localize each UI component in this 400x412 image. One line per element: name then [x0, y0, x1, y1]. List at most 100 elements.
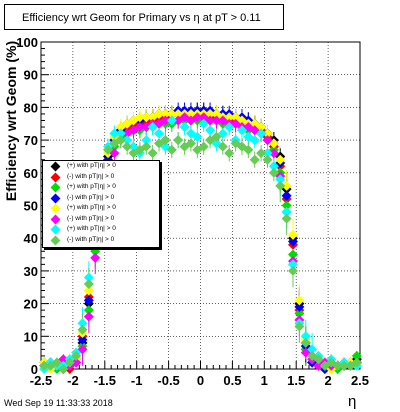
data-point [281, 207, 292, 218]
data-point [77, 318, 88, 329]
data-point [77, 334, 88, 345]
data-point [141, 135, 152, 146]
y-tick-label: 70 [24, 133, 38, 148]
data-point [268, 148, 279, 159]
data-point [39, 360, 50, 371]
data-point [275, 174, 286, 185]
x-tick-label: 2.5 [351, 373, 369, 388]
data-point [83, 285, 94, 296]
data-point [64, 357, 75, 368]
data-point [217, 141, 228, 152]
x-tick-label: 2 [324, 373, 331, 388]
data-point [122, 118, 133, 129]
data-point [300, 337, 311, 348]
x-tick-label: -2.5 [30, 373, 52, 388]
legend-marker [50, 161, 61, 172]
data-point [173, 135, 184, 146]
data-point [249, 135, 260, 146]
x-tick-label: -0.5 [157, 373, 179, 388]
x-tick-label: -2 [67, 373, 79, 388]
y-axis-label: Efficiency wrt Geom (%) [3, 40, 19, 202]
data-point [83, 311, 94, 322]
datestamp: Wed Sep 19 11:33:33 2018 [4, 398, 113, 408]
legend-label: (+) with pT|η| > 0 [67, 225, 116, 232]
data-point [90, 246, 101, 257]
data-point [307, 344, 318, 355]
data-point [268, 161, 279, 172]
data-point [122, 141, 133, 152]
data-point [51, 357, 62, 368]
x-tick-label: 1.5 [287, 373, 305, 388]
data-point [122, 128, 133, 139]
data-point [160, 108, 171, 119]
data-point [281, 213, 292, 224]
data-point [281, 190, 292, 201]
data-point [294, 321, 305, 332]
y-tick-label: 60 [24, 166, 38, 181]
data-point [294, 295, 305, 306]
data-point [115, 128, 126, 139]
x-tick-label: 1 [261, 373, 268, 388]
data-point [351, 350, 362, 361]
data-point [224, 122, 235, 133]
data-point [281, 200, 292, 211]
data-point [249, 154, 260, 165]
data-point [198, 118, 209, 129]
data-point [262, 148, 273, 159]
legend-marker [50, 172, 61, 182]
y-tick-label: 50 [24, 199, 38, 214]
data-point [256, 128, 267, 139]
x-tick-label: 0.5 [223, 373, 241, 388]
data-point [351, 357, 362, 368]
y-tick-label: 80 [24, 100, 38, 115]
data-point [160, 135, 171, 146]
data-point [83, 272, 94, 283]
data-point [147, 148, 158, 159]
data-point [288, 249, 299, 260]
legend-item: (+) with pT|η| > 0 [43, 203, 159, 214]
legend-label: (-) with pT|η| > 0 [67, 235, 115, 243]
data-point [192, 112, 203, 123]
data-point [243, 144, 254, 155]
x-axis-label: η [348, 393, 357, 410]
y-tick-label: 20 [24, 297, 38, 312]
chart-title: Efficiency wrt Geom for Primary vs η at … [4, 4, 284, 30]
data-point [122, 135, 133, 146]
data-point [147, 122, 158, 133]
data-point [179, 122, 190, 133]
legend-item: (+) with pT|η| > 0 [43, 224, 159, 235]
data-point [281, 180, 292, 191]
data-point [288, 265, 299, 276]
data-point [166, 115, 177, 126]
data-point [198, 141, 209, 152]
y-tick-label: 40 [24, 231, 38, 246]
data-point [211, 115, 222, 126]
y-tick-label: 100 [16, 35, 38, 50]
data-point [192, 131, 203, 142]
data-point [90, 252, 101, 263]
data-point [134, 112, 145, 123]
legend-item: (+) with pT|η| > 0 [43, 182, 159, 193]
data-point [236, 125, 247, 136]
y-tick-label: 30 [24, 264, 38, 279]
data-point [243, 122, 254, 133]
x-tick-label: 0 [197, 373, 204, 388]
data-point [332, 360, 343, 371]
data-point [256, 148, 267, 159]
legend-label: (-) with pT|η| > 0 [67, 172, 115, 180]
legend-label: (+) with pT|η| > 0 [67, 183, 116, 190]
data-point [262, 135, 273, 146]
data-point [102, 144, 113, 155]
data-point [154, 128, 165, 139]
data-point [134, 122, 145, 133]
legend-label: (-) with pT|η| > 0 [67, 193, 115, 201]
data-point [83, 305, 94, 316]
data-point [166, 144, 177, 155]
data-point [313, 354, 324, 365]
data-point [224, 148, 235, 159]
data-point [339, 360, 350, 371]
data-point [288, 259, 299, 270]
data-point [205, 125, 216, 136]
data-point [109, 128, 120, 139]
